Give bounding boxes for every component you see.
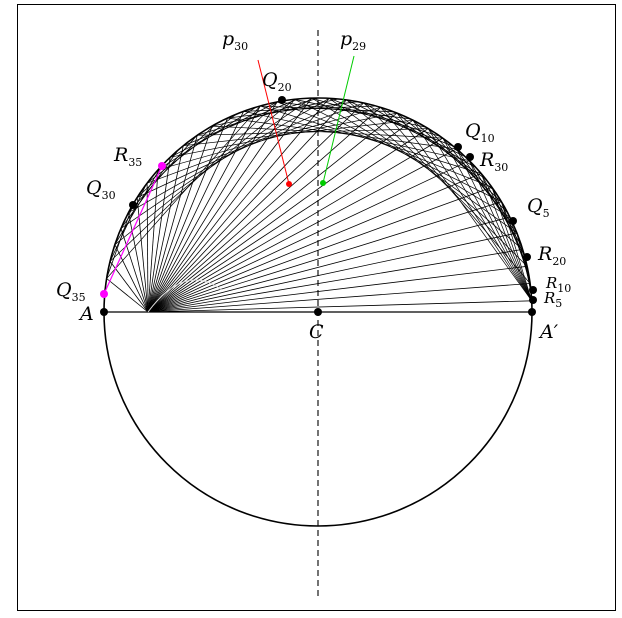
point-R10 (529, 286, 537, 294)
mesh-8 (481, 174, 532, 301)
ray-36 (107, 279, 148, 313)
point-Q5 (509, 217, 517, 225)
point-R5 (529, 296, 537, 304)
point-A-prime (528, 308, 536, 316)
label-p30: p30 (222, 28, 248, 53)
mesh-33 (121, 98, 312, 228)
point-Q20 (278, 96, 286, 104)
point-Q35 (100, 290, 108, 298)
label-Q20: Q20 (262, 69, 292, 94)
chord-30 (147, 114, 236, 183)
label-Q35: Q35 (56, 279, 86, 304)
ray-12 (148, 129, 428, 312)
point-p29 (320, 180, 326, 186)
point-R30 (466, 153, 474, 161)
label-C: C (309, 321, 324, 343)
ray-16 (148, 103, 364, 312)
chord-28 (170, 102, 277, 157)
label-R35: R35 (113, 144, 142, 169)
point-Q30 (129, 201, 137, 209)
ray-11 (148, 138, 443, 312)
label-Q30: Q30 (86, 177, 116, 202)
ray-30 (147, 183, 148, 312)
ray-34 (115, 245, 148, 312)
point-R20 (523, 253, 531, 261)
point-Q10 (454, 143, 462, 151)
label-p29: p29 (340, 28, 366, 53)
point-p30 (286, 181, 292, 187)
ray-2 (148, 266, 527, 312)
outer-frame (18, 5, 616, 611)
labels: A A′ C p30 p29 Q20 Q10 R30 R35 Q30 Q5 R2… (56, 28, 571, 343)
point-C (314, 308, 322, 316)
label-A-prime: A′ (538, 321, 559, 343)
mesh-25 (212, 126, 443, 138)
ray-32 (129, 213, 149, 312)
point-A (100, 308, 108, 316)
mesh-32 (129, 98, 330, 212)
mesh-36 (107, 106, 261, 279)
point-R35 (158, 162, 166, 170)
label-Q5: Q5 (527, 195, 550, 220)
mesh-34 (115, 99, 295, 244)
mesh-13 (413, 120, 532, 301)
chord-36 (107, 205, 133, 279)
label-R20: R20 (537, 243, 566, 268)
mesh-17 (347, 100, 523, 250)
label-R30: R30 (479, 149, 508, 174)
label-Q10: Q10 (465, 120, 495, 145)
label-A: A (78, 303, 94, 325)
